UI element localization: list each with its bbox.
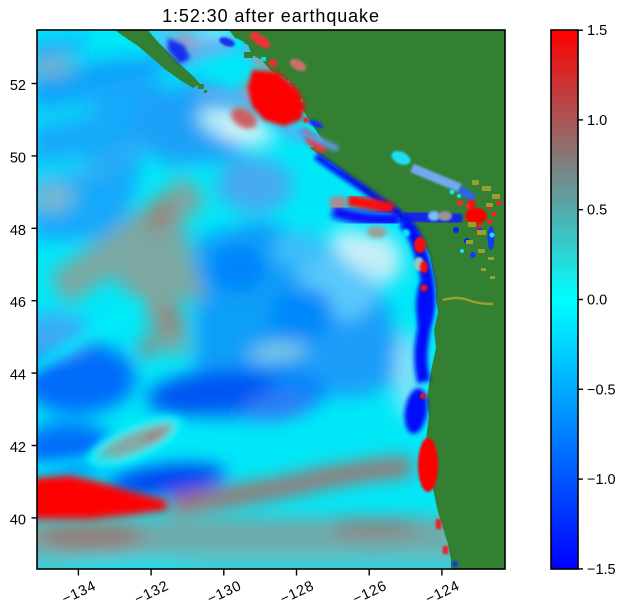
svg-text:−130: −130 (205, 578, 244, 608)
svg-text:48: 48 (10, 223, 26, 239)
svg-text:46: 46 (10, 295, 26, 311)
svg-text:1.5: 1.5 (587, 23, 607, 39)
svg-text:1:52:30 after earthquake: 1:52:30 after earthquake (162, 6, 380, 26)
svg-text:42: 42 (10, 440, 26, 456)
svg-text:52: 52 (10, 78, 26, 94)
svg-text:50: 50 (10, 150, 26, 166)
svg-text:−132: −132 (132, 578, 171, 608)
svg-text:−134: −134 (60, 578, 99, 608)
svg-text:−124: −124 (423, 578, 462, 608)
svg-text:0.0: 0.0 (587, 293, 607, 309)
svg-text:40: 40 (10, 512, 26, 528)
svg-text:−1.0: −1.0 (587, 472, 616, 488)
svg-text:−126: −126 (350, 578, 389, 608)
svg-text:44: 44 (10, 368, 26, 384)
svg-text:1.0: 1.0 (587, 113, 607, 129)
svg-text:0.5: 0.5 (587, 203, 607, 219)
svg-text:−128: −128 (278, 578, 317, 608)
svg-text:−1.5: −1.5 (587, 562, 616, 578)
svg-text:−0.5: −0.5 (587, 382, 616, 398)
